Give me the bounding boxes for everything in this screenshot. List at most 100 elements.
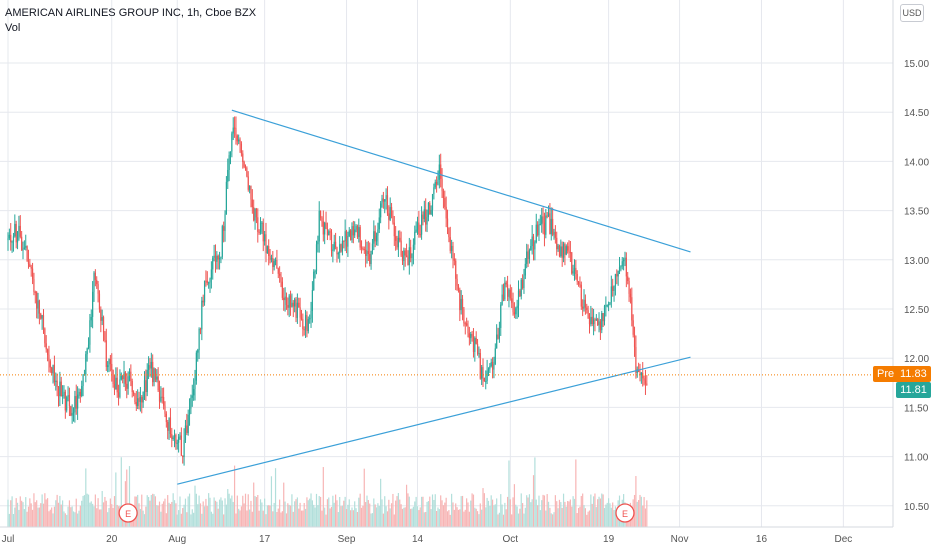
volume-bar <box>78 510 80 527</box>
candle-body <box>59 381 61 397</box>
candle-body <box>60 381 62 397</box>
volume-bar <box>16 502 19 527</box>
trendline-lower[interactable] <box>177 356 691 485</box>
candle-body <box>199 328 202 330</box>
volume-bar <box>210 511 212 527</box>
volume-bar <box>440 495 442 527</box>
volume-bar <box>459 509 461 527</box>
candle-body <box>167 422 169 431</box>
volume-bar <box>486 497 488 527</box>
candle-body <box>354 229 356 236</box>
volume-bar <box>169 503 172 527</box>
volume-bar <box>516 506 518 527</box>
volume-bar <box>66 514 68 527</box>
candle-body <box>498 327 500 339</box>
candle-body <box>513 312 516 315</box>
volume-bar <box>160 511 162 527</box>
volume-indicator-label[interactable]: Vol <box>5 22 21 34</box>
volume-bar <box>38 507 40 527</box>
candle-body <box>452 245 454 259</box>
candle-body <box>201 300 203 330</box>
candle-body <box>209 278 211 283</box>
currency-button[interactable]: USD <box>900 4 924 22</box>
candle-body <box>399 237 401 241</box>
volume-bar <box>117 506 120 527</box>
candle-body <box>403 250 405 262</box>
candle-body <box>621 261 623 267</box>
candle-body <box>475 338 477 344</box>
candle-body <box>298 302 300 308</box>
volume-bar <box>605 504 607 527</box>
volume-bar <box>313 504 315 527</box>
earnings-marker[interactable]: E <box>615 503 635 523</box>
candle-body <box>66 397 68 411</box>
time-tick-label: 17 <box>259 534 271 545</box>
volume-bar <box>172 493 174 527</box>
candle-body <box>504 282 506 300</box>
candle-body <box>461 298 464 310</box>
candle-body <box>124 372 126 384</box>
volume-bar <box>527 497 529 527</box>
candle-body <box>187 414 189 433</box>
volume-bar <box>466 498 468 527</box>
candle-body <box>239 139 241 144</box>
candle-body <box>511 298 513 303</box>
volume-bar <box>375 507 378 527</box>
volume-bar <box>216 501 218 527</box>
candle-body <box>609 302 611 305</box>
earnings-circle <box>118 503 138 523</box>
volume-bar <box>584 508 586 527</box>
volume-bar <box>309 498 311 527</box>
candle-body <box>30 266 32 269</box>
candle-body <box>244 166 247 168</box>
volume-bar <box>294 501 296 527</box>
volume-bar <box>358 497 360 527</box>
candle-body <box>546 215 548 217</box>
candle-body <box>527 251 529 259</box>
volume-bar <box>558 499 561 527</box>
candle-body <box>345 231 348 247</box>
volume-bar <box>165 513 167 527</box>
candle-body <box>460 298 462 311</box>
volume-bar <box>126 469 128 527</box>
candle-body <box>528 250 531 259</box>
candle-body <box>531 236 533 247</box>
candle-body <box>407 257 409 266</box>
earnings-marker[interactable]: E <box>118 503 138 523</box>
volume-bar <box>287 503 289 527</box>
candle-body <box>90 316 92 321</box>
candle-body <box>75 396 77 409</box>
candle-body <box>440 164 442 179</box>
volume-bar <box>347 504 349 527</box>
trendline-upper[interactable] <box>231 109 691 253</box>
volume-bar <box>247 494 249 527</box>
volume-bar <box>441 500 443 527</box>
volume-bar <box>300 510 303 527</box>
volume-bar <box>457 509 460 527</box>
volume-bar <box>173 500 176 527</box>
candle-body <box>610 286 612 303</box>
candle-body <box>283 297 285 301</box>
candle-body <box>573 267 576 272</box>
volume-bar <box>416 506 419 527</box>
volume-bar <box>493 505 495 527</box>
volume-bar <box>255 497 258 527</box>
candle-body <box>242 153 244 163</box>
candle-body <box>365 249 367 256</box>
candle-body <box>639 372 641 376</box>
candle-body <box>255 208 258 218</box>
volume-bar <box>51 507 53 527</box>
volume-bar <box>112 507 114 527</box>
volume-bar <box>154 496 157 527</box>
volume-bar <box>93 506 95 527</box>
candle-body <box>519 290 521 297</box>
earnings-circle <box>615 503 635 523</box>
volume-bar <box>98 509 101 527</box>
candle-body <box>377 229 379 236</box>
candle-body <box>212 257 214 270</box>
candle-body <box>163 397 165 406</box>
candle-body <box>369 254 371 265</box>
volume-bar <box>231 495 233 527</box>
